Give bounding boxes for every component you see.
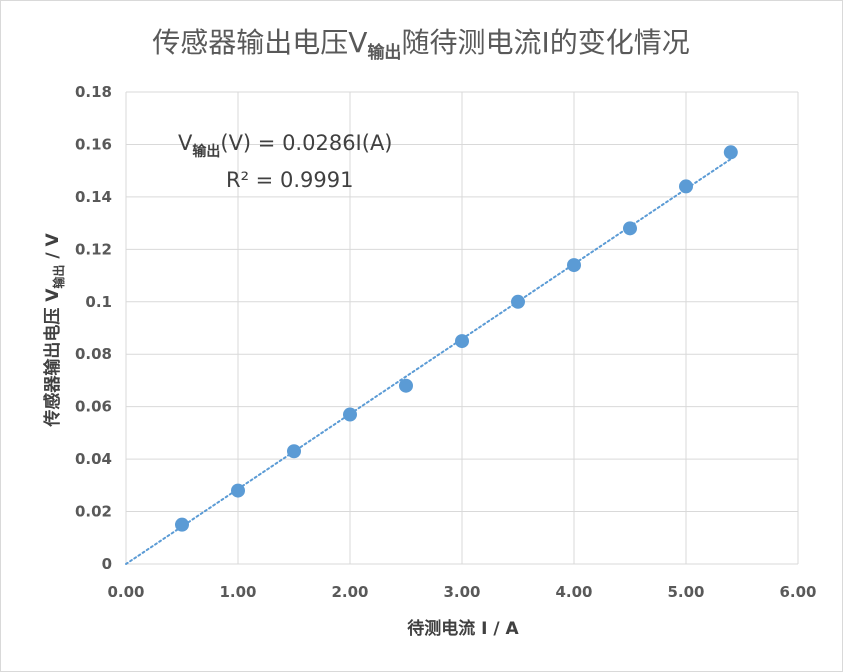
chart-title-sub: 输出	[367, 42, 401, 63]
equation-main: V	[178, 131, 193, 155]
data-point	[231, 483, 245, 498]
y-tick-label: 0.1	[85, 293, 112, 311]
y-tick-label: 0.16	[75, 135, 112, 153]
y-axis-label-rest: / V	[43, 233, 63, 265]
equation-sub: 输出	[192, 143, 220, 160]
y-tick-label: 0.08	[75, 345, 112, 363]
x-tick-label: 6.00	[779, 583, 816, 601]
trendline-equation: V输出(V) = 0.0286I(A)	[178, 131, 393, 160]
y-axis-label-sub: 输出	[51, 265, 66, 289]
x-tick-label: 1.00	[219, 583, 256, 601]
x-tick-label: 2.00	[331, 583, 368, 601]
data-point	[723, 145, 738, 160]
r-squared-label: R² = 0.9991	[226, 168, 353, 192]
y-tick-label: 0.06	[75, 398, 112, 416]
y-tick-label: 0.04	[75, 450, 112, 468]
data-point	[623, 221, 637, 236]
x-tick-labels: 0.00 1.00 2.00 3.00 4.00 5.00 6.00	[107, 583, 816, 601]
x-tick-label: 0.00	[107, 583, 144, 601]
data-point	[679, 179, 693, 194]
x-tick-label: 5.00	[667, 583, 704, 601]
y-tick-label: 0	[102, 555, 112, 573]
data-point	[399, 378, 413, 393]
data-point	[511, 294, 525, 309]
chart-title: 传感器输出电压V输出随待测电流I的变化情况	[152, 26, 689, 63]
data-points	[175, 145, 738, 532]
y-tick-labels: 0 0.02 0.04 0.06 0.08 0.1 0.12 0.14 0.16 0.18	[75, 83, 112, 573]
data-point	[567, 258, 581, 273]
data-point	[287, 444, 301, 459]
y-tick-label: 0.12	[75, 240, 112, 258]
y-tick-label: 0.14	[75, 188, 112, 206]
data-point	[455, 334, 469, 349]
gridlines	[125, 91, 799, 565]
y-tick-label: 0.18	[75, 83, 112, 101]
trendline	[125, 158, 732, 565]
chart-title-main: 传感器输出电压V	[152, 26, 367, 59]
y-axis-label: 传感器输出电压 V输出 / V	[42, 233, 66, 428]
trendline-group	[125, 158, 732, 565]
y-tick-label: 0.02	[75, 503, 112, 521]
chart-title-rest: 随待测电流I的变化情况	[401, 26, 689, 59]
equation-rest: (V) = 0.0286I(A)	[220, 131, 392, 155]
x-axis-label: 待测电流 I / A	[407, 618, 519, 639]
x-tick-label: 3.00	[443, 583, 480, 601]
data-point	[175, 517, 189, 532]
x-tick-label: 4.00	[555, 583, 592, 601]
data-point	[343, 407, 357, 422]
y-axis-label-main: 传感器输出电压 V	[42, 288, 63, 428]
